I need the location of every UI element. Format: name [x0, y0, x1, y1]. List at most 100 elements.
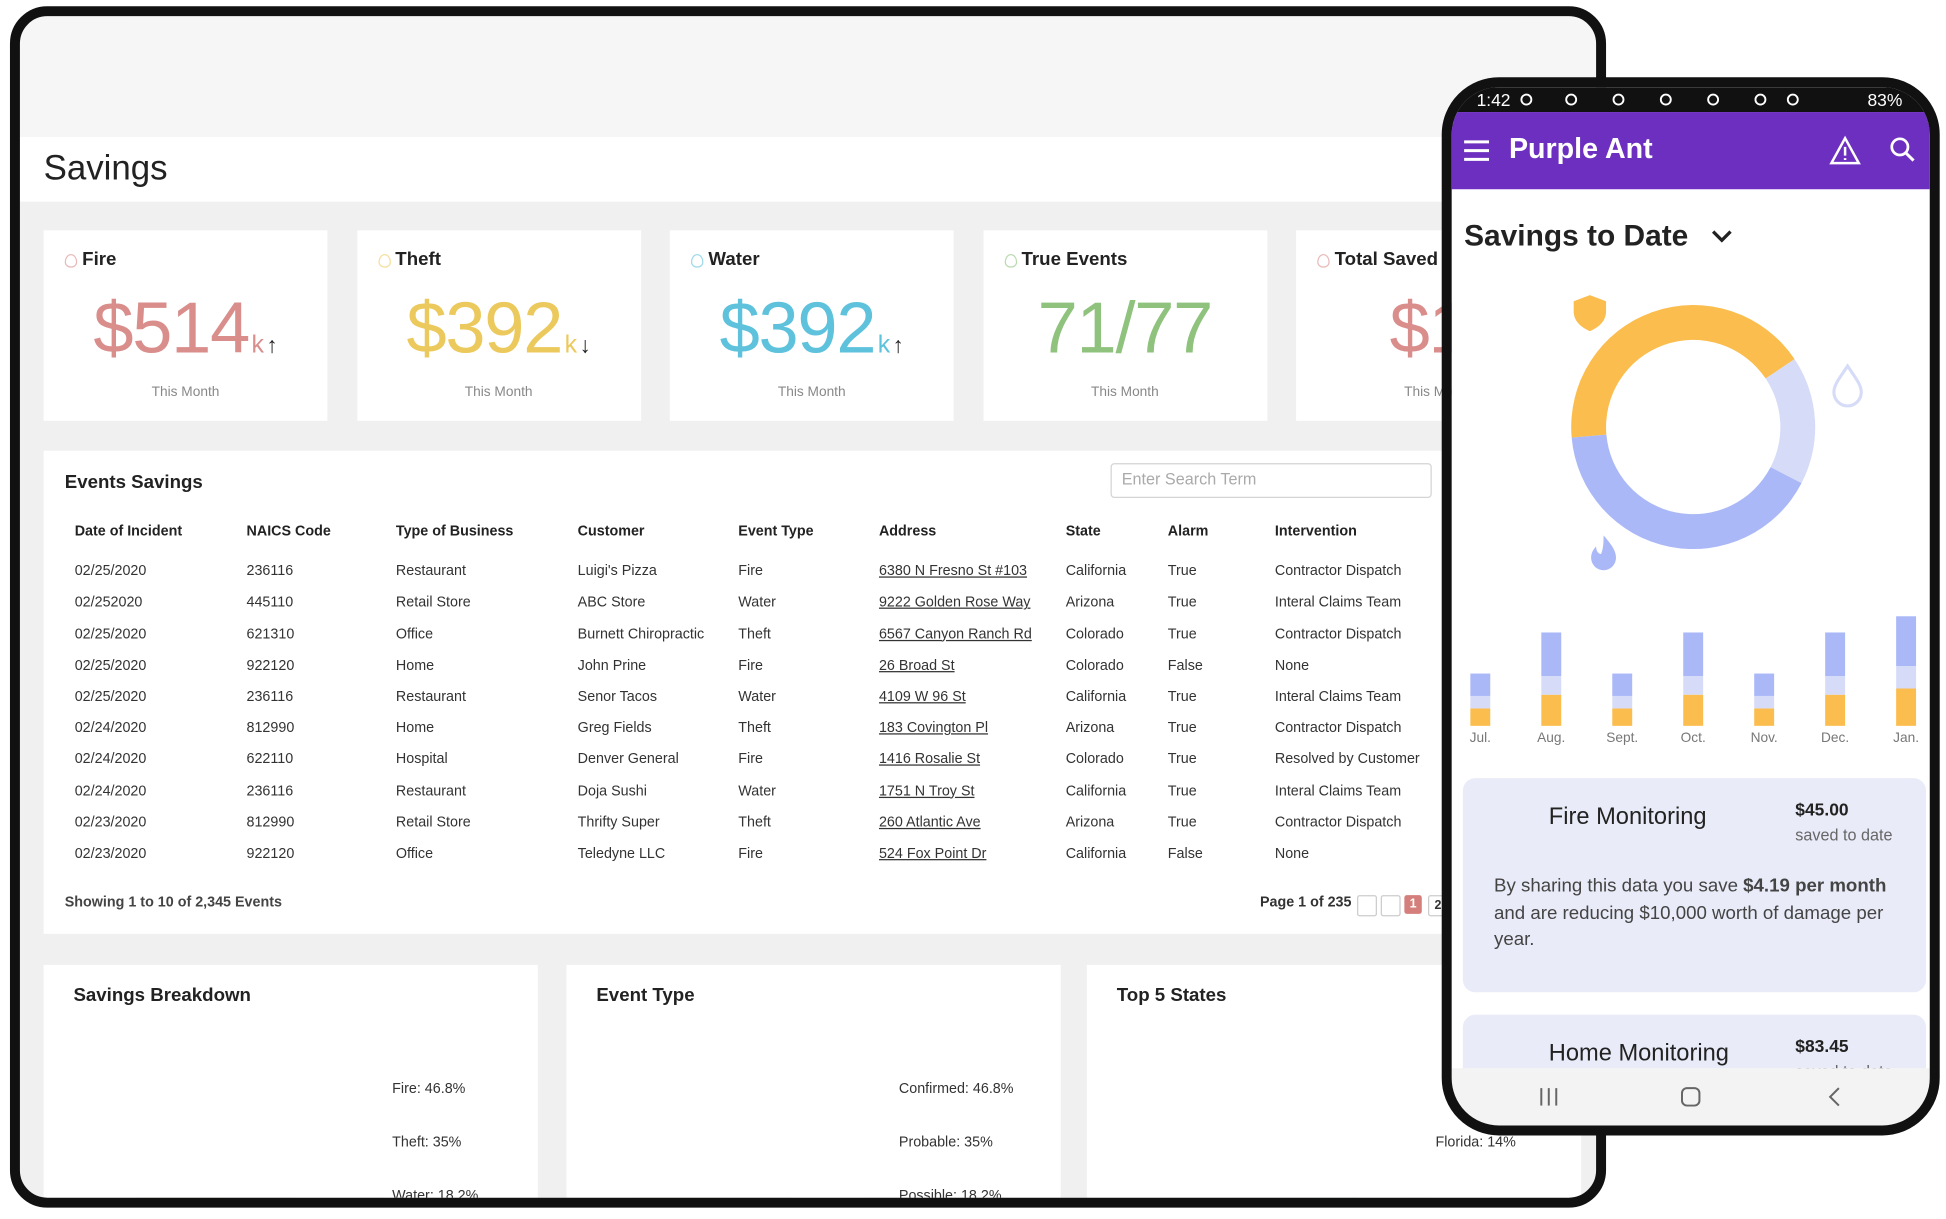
- table-cell: Colorado: [1065, 658, 1124, 674]
- kpi-trend: ↓: [579, 332, 591, 358]
- nav-bar: [1451, 1068, 1930, 1126]
- app-bar: [1451, 112, 1930, 190]
- column-header: NAICS Code: [246, 524, 331, 540]
- table-cell: 621310: [246, 626, 295, 642]
- table-cell: 02/24/2020: [74, 752, 147, 768]
- table-cell: 622110: [246, 752, 294, 768]
- kpi-caption: This Month: [464, 385, 533, 401]
- panel-title: Top 5 States: [1116, 984, 1227, 1006]
- table-cell: Theft: [738, 720, 771, 736]
- table-cell: California: [1065, 564, 1127, 580]
- legend-label: Theft: 35%: [392, 1135, 462, 1151]
- table-cell: 02/24/2020: [74, 783, 147, 799]
- page-nav-button[interactable]: [1357, 895, 1377, 917]
- bar-label: Dec.: [1821, 731, 1850, 747]
- kpi-unit: k: [564, 331, 578, 359]
- bar-segment: [1612, 673, 1633, 696]
- legend-label: Probable: 35%: [898, 1135, 993, 1151]
- address-link[interactable]: 524 Fox Point Dr: [878, 846, 987, 862]
- bar-segment: [1754, 708, 1775, 726]
- bar-label: Aug.: [1537, 731, 1566, 747]
- kpi-unit: k: [877, 331, 891, 359]
- address-link[interactable]: 6380 N Fresno St #103: [878, 564, 1028, 580]
- table-cell: False: [1167, 658, 1203, 674]
- events-panel: [43, 450, 1597, 934]
- legend-label: Water: 18.2%: [392, 1189, 479, 1198]
- column-header: Alarm: [1167, 524, 1209, 540]
- kpi-card: [43, 230, 328, 421]
- bar-segment: [1683, 676, 1704, 695]
- table-cell: True: [1167, 815, 1197, 831]
- kpi-card: [669, 230, 954, 421]
- address-link[interactable]: 26 Broad St: [878, 658, 955, 674]
- donut-segment: [1571, 434, 1802, 550]
- table-cell: Interal Claims Team: [1274, 689, 1402, 705]
- address-link[interactable]: 260 Atlantic Ave: [878, 815, 981, 831]
- table-cell: Theft: [738, 815, 771, 831]
- drop-icon: [1832, 363, 1863, 408]
- card-caption: saved to date: [1795, 825, 1893, 845]
- bar-segment: [1612, 708, 1633, 726]
- bar-segment: [1896, 666, 1917, 689]
- search-box[interactable]: [1110, 463, 1432, 498]
- monitoring-card: [1462, 778, 1927, 993]
- table-cell: Water: [738, 783, 776, 799]
- bar-segment: [1754, 695, 1775, 709]
- table-cell: 236116: [246, 689, 294, 705]
- column-header: Customer: [577, 524, 645, 540]
- table-cell: True: [1167, 752, 1197, 768]
- bar-label: Sept.: [1606, 731, 1639, 747]
- address-link[interactable]: 9222 Golden Rose Way: [878, 595, 1031, 611]
- panel-title: Event Type: [596, 984, 695, 1006]
- table-cell: 02/25/2020: [74, 689, 147, 705]
- bar-segment: [1825, 676, 1846, 695]
- chart-panel: [43, 964, 538, 1198]
- kpi-value-row: $514 k ↑: [44, 286, 328, 369]
- table-cell: True: [1167, 564, 1197, 580]
- kpi-caption: This Month: [777, 385, 846, 401]
- address-link[interactable]: 183 Covington Pl: [878, 720, 989, 736]
- table-cell: Theft: [738, 626, 771, 642]
- table-cell: Restaurant: [395, 689, 466, 705]
- page-nav-button[interactable]: [1380, 895, 1401, 917]
- donut-segment: [1571, 305, 1795, 438]
- column-header: State: [1065, 524, 1101, 540]
- nav-home: [1680, 1087, 1701, 1107]
- table-cell: Thrifty Super: [577, 815, 660, 831]
- bar-segment: [1825, 694, 1846, 726]
- kpi-card: [982, 230, 1267, 421]
- table-cell: 02/25/2020: [74, 658, 147, 674]
- table-cell: None: [1274, 846, 1310, 862]
- table-cell: Water: [738, 595, 776, 611]
- kpi-value: $392: [406, 287, 563, 369]
- search-icon-handle: [1905, 152, 1915, 162]
- legend-label: Florida: 14%: [1435, 1135, 1516, 1151]
- kpi-label: True Events: [1021, 249, 1128, 271]
- bar-segment: [1683, 632, 1704, 677]
- bar-segment: [1470, 708, 1491, 726]
- table-cell: Colorado: [1065, 752, 1124, 768]
- status-icon: [1707, 93, 1720, 106]
- card-amount: $83.45: [1795, 1035, 1849, 1056]
- status-icon: [1786, 93, 1799, 106]
- heading: Savings to Date: [1464, 218, 1689, 253]
- table-cell: Burnett Chiropractic: [577, 626, 705, 642]
- address-link[interactable]: 1751 N Troy St: [878, 783, 975, 799]
- table-cell: Contractor Dispatch: [1274, 626, 1402, 642]
- address-link[interactable]: 1416 Rosalie St: [878, 752, 981, 768]
- table-cell: False: [1167, 846, 1203, 862]
- page-info: Page 1 of 235: [1259, 895, 1352, 911]
- card-amount: $45.00: [1795, 798, 1849, 819]
- table-cell: 922120: [246, 658, 295, 674]
- address-link[interactable]: 4109 W 96 St: [878, 689, 966, 705]
- status-icon: [1659, 93, 1672, 106]
- page-button[interactable]: 1: [1404, 895, 1422, 914]
- address-link[interactable]: 6567 Canyon Ranch Rd: [878, 626, 1032, 642]
- bar-segment: [1683, 694, 1704, 726]
- status-icon: [1520, 93, 1533, 106]
- events-footer: Showing 1 to 10 of 2,345 Events: [64, 895, 282, 911]
- kpi-unit: k: [251, 331, 264, 359]
- table-cell: 02/25/2020: [74, 626, 147, 642]
